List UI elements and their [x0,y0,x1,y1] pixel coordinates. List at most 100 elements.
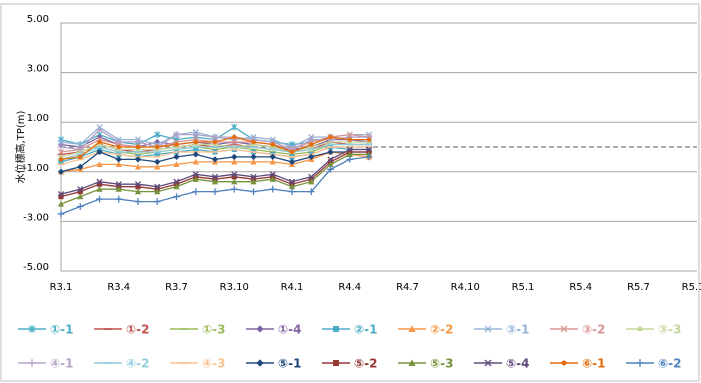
data-point [270,142,275,147]
data-point [154,158,161,165]
data-point [308,173,315,180]
data-point [231,138,238,146]
series [57,143,373,161]
data-point [57,138,65,146]
data-point [288,188,296,196]
legend-label: ②-2 [430,323,454,337]
data-point [77,186,84,193]
legend-item: ④-2 [94,357,150,371]
data-point [408,359,416,366]
data-point [250,188,257,196]
legend-label: ④-1 [50,357,74,371]
data-point [192,188,200,196]
data-point [307,136,315,143]
data-point [193,146,199,153]
data-point [309,142,314,147]
x-tick-label: R3.4 [107,282,130,293]
data-point [57,143,65,151]
data-point [289,149,295,155]
data-point [288,178,296,185]
data-point [269,153,276,161]
data-point [96,126,103,134]
legend-item: ①-1 [18,323,74,337]
data-point [484,325,492,333]
data-point [58,194,64,200]
data-point [250,173,257,180]
data-point [231,158,238,165]
data-point [560,325,568,333]
y-axis-ticks: 5.00 3.00 1.00 -1.00 -3.00 -5.00 [23,14,49,273]
series [57,126,373,153]
data-point [28,359,36,367]
data-point [288,158,296,165]
legend-item: ⑥-1 [550,357,606,371]
legend: ①-1 ①-2 ①-3 ①-4 ②-1 ②-2 ③-1 ③-2 ③-3 ④-1 ④-2 ④-3 ⑤-1 ⑤… [18,323,682,371]
legend-item: ③-3 [626,323,682,337]
data-point [57,191,65,198]
x-tick-label: R5.7 [627,282,650,293]
legend-item: ⑥-2 [626,357,682,371]
series [58,134,372,162]
y-tick-label: -5.00 [23,262,49,273]
legend-label: ⑤-4 [506,357,530,371]
data-point [134,198,142,205]
data-point [347,137,352,142]
legend-item: ⑤-4 [474,357,530,371]
y-tick-label: -3.00 [23,212,49,223]
data-point [307,188,315,196]
data-point [288,183,296,190]
data-point [561,360,567,366]
x-tick-label: R3.10 [220,282,249,293]
data-point [484,359,492,367]
data-point [231,171,238,178]
data-point [211,173,219,180]
x-tick-label: R3.7 [165,282,188,293]
data-point [231,178,238,185]
legend-label: ④-2 [126,357,150,371]
data-point [346,151,353,158]
legend-item: ①-2 [94,323,150,337]
legend-item: ④-1 [18,357,74,371]
data-point [230,185,238,193]
series-group [57,123,373,218]
data-point [154,188,161,195]
data-point [96,178,103,185]
gridlines [60,22,697,272]
legend-item: ⑤-2 [322,357,378,371]
legend-item: ①-4 [246,323,302,337]
y-tick-label: 3.00 [27,64,49,75]
data-point [96,195,103,203]
legend-label: ①-3 [202,323,226,337]
x-tick-label: R4.4 [338,282,361,293]
y-tick-label: -1.00 [23,163,49,174]
data-point [173,178,180,185]
data-point [96,161,103,167]
data-point [192,158,199,165]
data-point [333,326,339,332]
data-point [212,139,218,145]
data-point [57,200,65,207]
data-point [76,146,84,153]
data-point [173,193,180,200]
data-point [211,156,219,163]
data-point [77,141,84,148]
x-tick-label: R5.4 [569,282,592,293]
legend-label: ④-3 [202,357,226,371]
data-point [328,134,333,140]
data-point [327,161,334,167]
legend-label: ③-3 [658,323,682,337]
data-point [96,186,103,192]
legend-label: ⑤-1 [278,357,302,371]
data-point [250,158,257,165]
legend-item: ②-2 [398,323,454,337]
x-tick-label: R4.7 [396,282,419,293]
data-point [256,325,264,333]
data-point [76,203,84,210]
legend-label: ⑤-3 [430,357,454,371]
data-point [308,178,315,185]
data-point [173,153,180,161]
legend-label: ①-4 [278,323,302,337]
data-point [115,156,122,163]
legend-item: ④-3 [170,357,226,371]
